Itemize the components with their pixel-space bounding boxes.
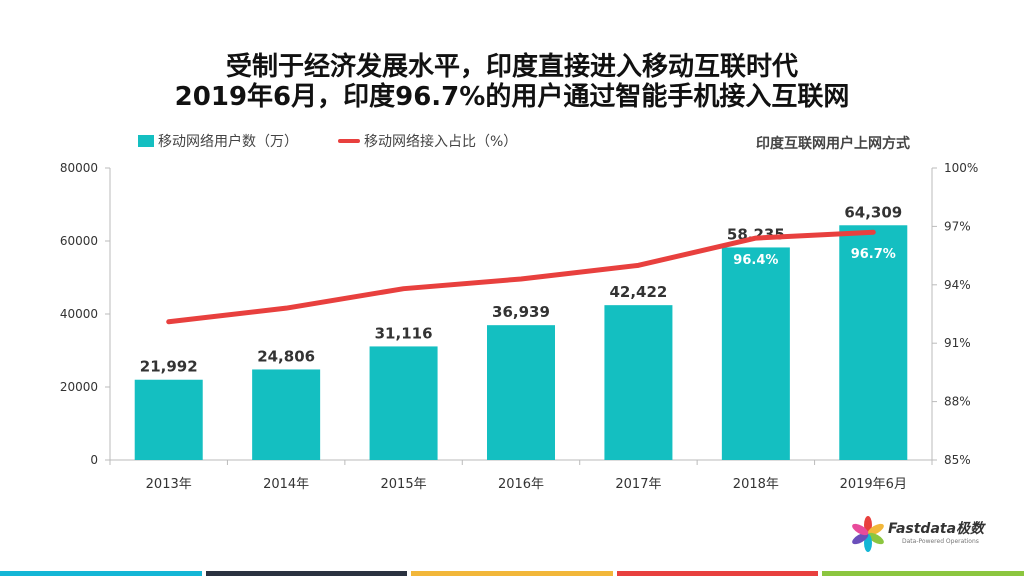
bar-value-label: 36,939	[492, 303, 550, 321]
bar-value-label: 31,116	[375, 324, 433, 342]
x-tick-label: 2015年	[381, 477, 427, 492]
y-left-tick-label: 40000	[60, 307, 98, 321]
y-right-tick-label: 85%	[944, 453, 971, 467]
y-left-tick-label: 20000	[60, 380, 98, 394]
bar	[369, 346, 438, 460]
bar-value-label: 42,422	[609, 283, 667, 301]
stripe-4	[616, 571, 819, 576]
y-right-tick-label: 88%	[944, 395, 971, 409]
line-value-label: 96.4%	[733, 253, 778, 268]
bar-value-label: 21,992	[140, 358, 198, 376]
logo-name: Fastdata极数	[888, 521, 985, 537]
y-left-tick-label: 0	[90, 453, 98, 467]
legend-bar-label: 移动网络用户数（万）	[158, 134, 298, 150]
stripe-3	[411, 571, 613, 576]
x-tick-label: 2013年	[146, 477, 192, 492]
y-right-tick-label: 91%	[944, 336, 971, 350]
stripe-1	[0, 571, 202, 576]
bar	[721, 247, 790, 460]
y-left-tick-label: 80000	[60, 161, 98, 175]
x-tick-label: 2017年	[615, 477, 661, 492]
x-tick-label: 2018年	[733, 477, 779, 492]
chart-subtitle: 印度互联网用户上网方式	[756, 136, 910, 152]
line-value-label: 96.7%	[851, 247, 896, 262]
logo-tagline: Data-Powered Operations	[902, 538, 979, 545]
stripe-5	[822, 571, 1024, 576]
y-right-tick-label: 97%	[944, 219, 971, 233]
y-right-tick-label: 100%	[944, 161, 978, 175]
chart-title-line-2: 2019年6月，印度96.7%的用户通过智能手机接入互联网	[174, 82, 850, 112]
legend-line-label: 移动网络接入占比（%）	[364, 134, 518, 150]
legend-bar-swatch	[138, 135, 154, 147]
legend-line-swatch	[338, 139, 360, 143]
y-left-tick-label: 60000	[60, 234, 98, 248]
chart-title-line-1: 受制于经济发展水平，印度直接进入移动互联时代	[225, 52, 798, 82]
bar-value-label: 24,806	[257, 347, 315, 365]
x-tick-label: 2014年	[263, 477, 309, 492]
bar	[252, 369, 321, 460]
y-right-tick-label: 94%	[944, 278, 971, 292]
chart-legend: 移动网络用户数（万） 移动网络接入占比（%）	[138, 130, 517, 152]
fastdata-logo-icon	[852, 516, 884, 552]
stripe-2	[205, 571, 408, 576]
bar	[604, 305, 673, 460]
bar	[134, 379, 203, 460]
bottom-color-stripes	[0, 571, 1024, 576]
bar	[487, 325, 555, 460]
bar-value-label: 64,309	[844, 203, 902, 221]
x-tick-label: 2016年	[498, 477, 544, 492]
x-tick-label: 2019年6月	[840, 477, 907, 492]
bar	[839, 225, 908, 460]
